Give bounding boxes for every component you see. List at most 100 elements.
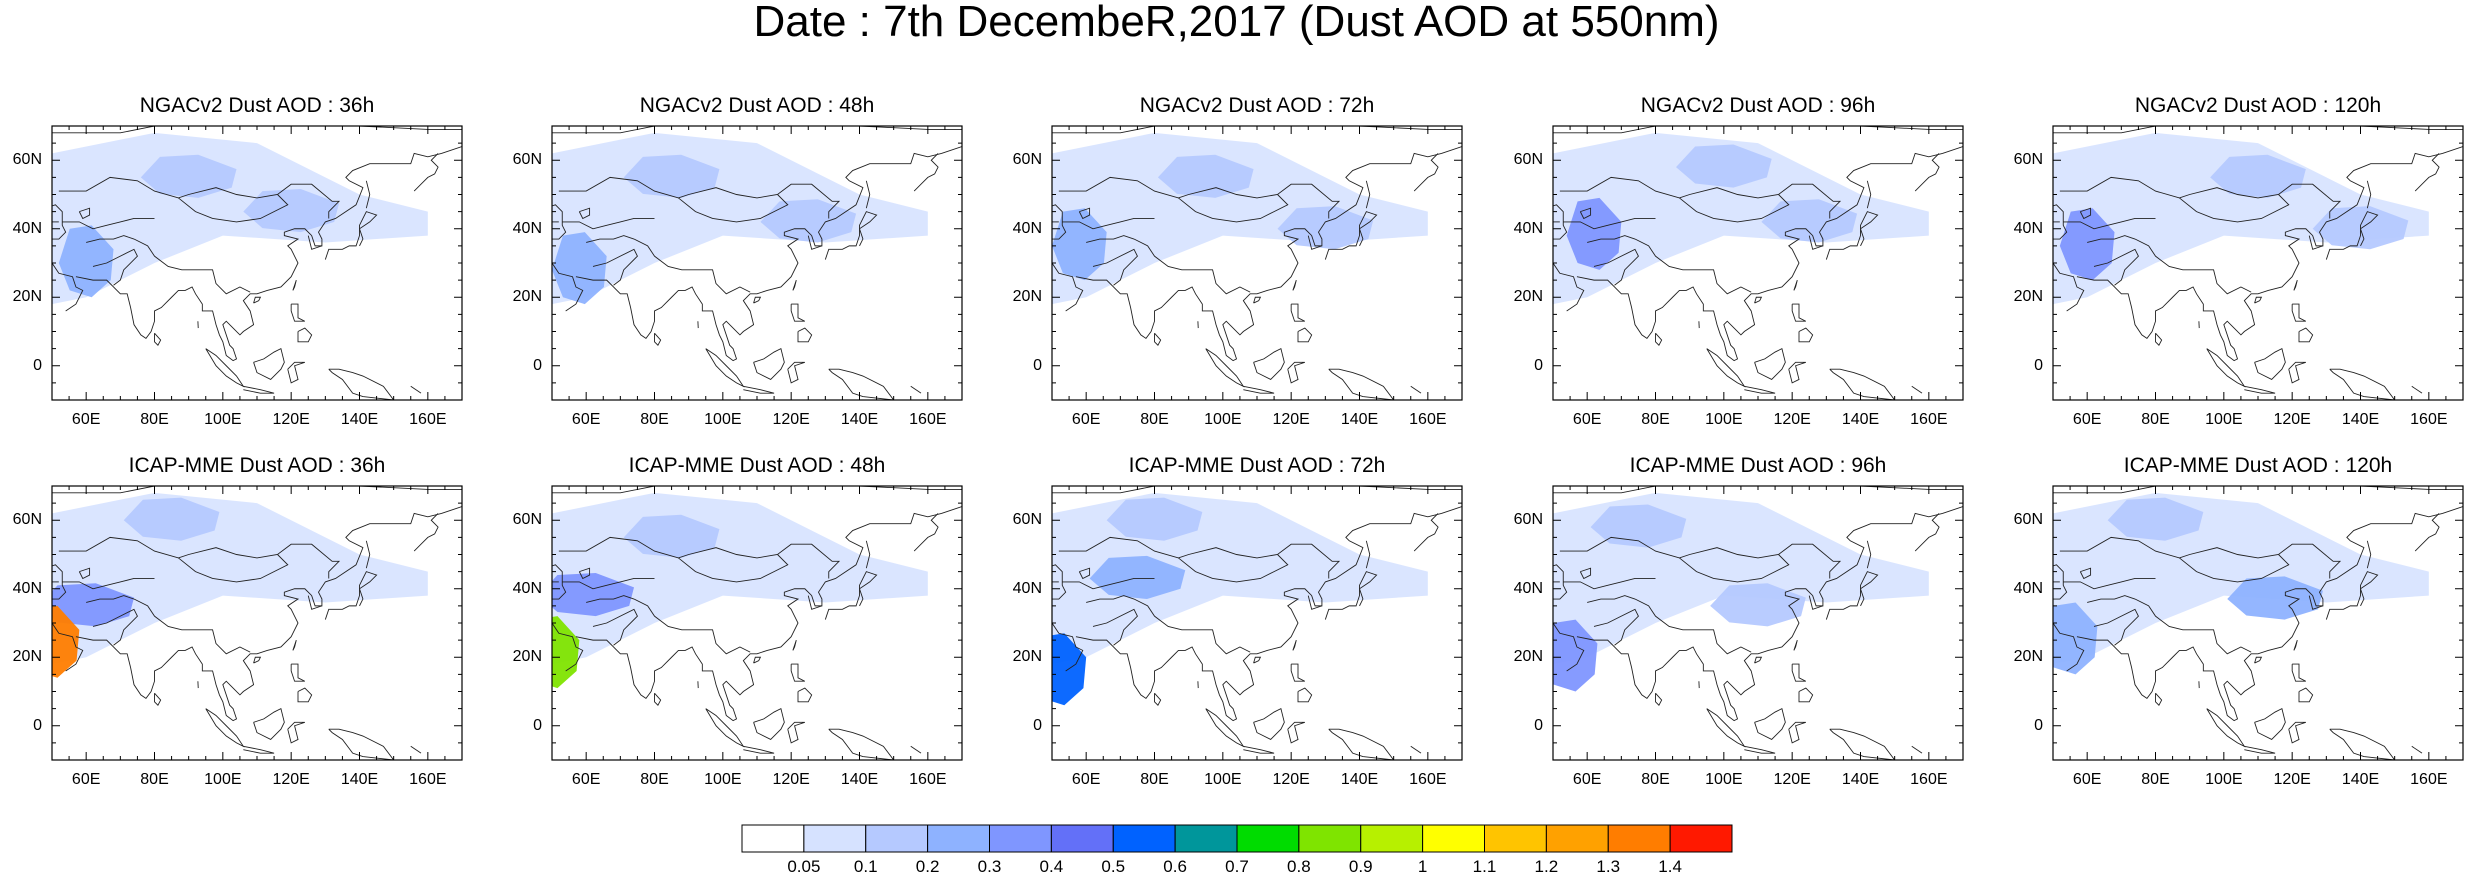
- lat-tick-label: 60N: [1997, 152, 2043, 168]
- lon-tick-label: 160E: [2389, 772, 2469, 788]
- colorbar-swatch: [1485, 825, 1547, 852]
- panel-title: ICAP-MME Dust AOD : 48h: [552, 455, 962, 477]
- map-panel: [1546, 126, 1963, 407]
- dust-aod-field: [2046, 126, 2463, 407]
- lat-tick-label: 60N: [1497, 512, 1543, 528]
- colorbar-label: 0.05: [774, 858, 834, 875]
- colorbar-swatch: [1051, 825, 1113, 852]
- colorbar-label: 0.4: [1021, 858, 1081, 875]
- map-panel: [545, 126, 962, 407]
- coastline: [1826, 760, 1850, 767]
- panel-title: NGACv2 Dust AOD : 36h: [52, 95, 462, 117]
- lat-tick-label: 0: [1497, 718, 1543, 734]
- map-panel: [2046, 126, 2463, 407]
- colorbar-swatch: [1299, 825, 1361, 852]
- panel-title: ICAP-MME Dust AOD : 120h: [2053, 455, 2463, 477]
- lat-tick-label: 40N: [996, 221, 1042, 237]
- colorbar-label: 0.7: [1207, 858, 1267, 875]
- lat-tick-label: 20N: [496, 649, 542, 665]
- colorbar-label: 0.3: [960, 858, 1020, 875]
- colorbar-swatch: [928, 825, 990, 852]
- lat-tick-label: 0: [496, 358, 542, 374]
- colorbar-label: 0.1: [836, 858, 896, 875]
- lat-tick-label: 40N: [0, 581, 42, 597]
- dust-aod-field: [545, 126, 962, 407]
- lat-tick-label: 20N: [1997, 649, 2043, 665]
- lat-tick-label: 0: [0, 358, 42, 374]
- lat-tick-label: 20N: [0, 649, 42, 665]
- lon-tick-label: 160E: [888, 412, 968, 428]
- lat-tick-label: 20N: [996, 649, 1042, 665]
- dust-aod-field: [1032, 486, 1463, 767]
- colorbar-label: 0.6: [1145, 858, 1205, 875]
- lat-tick-label: 40N: [1497, 221, 1543, 237]
- lat-tick-label: 0: [1497, 358, 1543, 374]
- lat-tick-label: 0: [996, 358, 1042, 374]
- lat-tick-label: 60N: [496, 512, 542, 528]
- lon-tick-label: 160E: [1388, 772, 1468, 788]
- coastline: [325, 760, 349, 767]
- lat-tick-label: 20N: [1497, 289, 1543, 305]
- dust-aod-field: [525, 486, 962, 767]
- lat-tick-label: 40N: [1997, 581, 2043, 597]
- lat-tick-label: 40N: [1997, 221, 2043, 237]
- dust-aod-field: [1045, 126, 1462, 407]
- lat-tick-label: 20N: [1997, 289, 2043, 305]
- dust-aod-field: [45, 126, 462, 407]
- colorbar-swatch: [1608, 825, 1670, 852]
- map-panel: [525, 486, 962, 767]
- colorbar-swatch: [1670, 825, 1732, 852]
- colorbar-label: 0.2: [898, 858, 958, 875]
- panel-title: ICAP-MME Dust AOD : 72h: [1052, 455, 1462, 477]
- lat-tick-label: 20N: [0, 289, 42, 305]
- lat-tick-label: 60N: [0, 512, 42, 528]
- lat-tick-label: 40N: [0, 221, 42, 237]
- lon-tick-label: 160E: [1889, 772, 1969, 788]
- colorbar-label: 1.4: [1640, 858, 1700, 875]
- panel-title: NGACv2 Dust AOD : 72h: [1052, 95, 1462, 117]
- colorbar-label: 1: [1393, 858, 1453, 875]
- coastline: [825, 760, 849, 767]
- lat-tick-label: 60N: [1997, 512, 2043, 528]
- panel-title: ICAP-MME Dust AOD : 96h: [1553, 455, 1963, 477]
- lat-tick-label: 0: [496, 718, 542, 734]
- coastline: [825, 400, 849, 407]
- lat-tick-label: 60N: [496, 152, 542, 168]
- lat-tick-label: 0: [1997, 358, 2043, 374]
- colorbar-label: 0.9: [1331, 858, 1391, 875]
- lat-tick-label: 20N: [496, 289, 542, 305]
- map-panel: [1543, 486, 1963, 767]
- panel-title: NGACv2 Dust AOD : 120h: [2053, 95, 2463, 117]
- lon-tick-label: 160E: [388, 412, 468, 428]
- dust-aod-field: [25, 486, 462, 767]
- lat-tick-label: 60N: [1497, 152, 1543, 168]
- lat-tick-label: 0: [1997, 718, 2043, 734]
- lat-tick-label: 0: [0, 718, 42, 734]
- lat-tick-label: 40N: [1497, 581, 1543, 597]
- lat-tick-label: 20N: [1497, 649, 1543, 665]
- dust-aod-field: [1546, 126, 1963, 407]
- colorbar-label: 1.1: [1455, 858, 1515, 875]
- lat-tick-label: 0: [996, 718, 1042, 734]
- lon-tick-label: 160E: [388, 772, 468, 788]
- coastline: [325, 400, 349, 407]
- map-panel: [45, 126, 462, 407]
- coastline: [2326, 400, 2350, 407]
- map-panel: [2043, 486, 2463, 767]
- panel-title: NGACv2 Dust AOD : 96h: [1553, 95, 1963, 117]
- colorbar-swatch: [1237, 825, 1299, 852]
- colorbar-swatch: [742, 825, 804, 852]
- lat-tick-label: 40N: [996, 581, 1042, 597]
- map-panel: [1032, 486, 1463, 767]
- dust-aod-field: [2043, 486, 2463, 767]
- colorbar-label: 0.8: [1269, 858, 1329, 875]
- lon-tick-label: 160E: [1889, 412, 1969, 428]
- colorbar-label: 0.5: [1083, 858, 1143, 875]
- lat-tick-label: 60N: [996, 512, 1042, 528]
- lat-tick-label: 40N: [496, 221, 542, 237]
- lat-tick-label: 60N: [996, 152, 1042, 168]
- colorbar-swatch: [804, 825, 866, 852]
- colorbar-label: 1.3: [1578, 858, 1638, 875]
- colorbar-label: 1.2: [1516, 858, 1576, 875]
